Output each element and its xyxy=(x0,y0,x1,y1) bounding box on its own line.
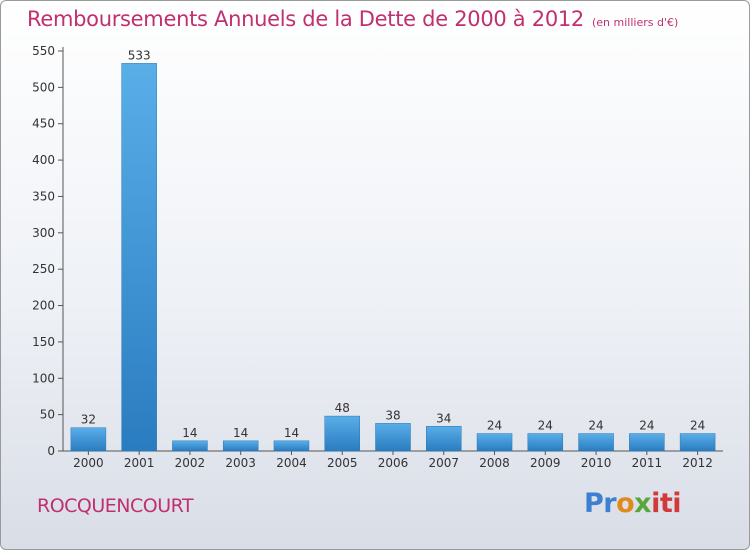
bar-2007 xyxy=(426,426,462,452)
bar-2005 xyxy=(324,415,360,452)
chart-title-text: Remboursements Annuels de la Dette de 20… xyxy=(27,7,584,31)
bar-2006 xyxy=(375,423,411,452)
commune-name: ROCQUENCOURT xyxy=(37,495,194,517)
chart-subtitle: (en milliers d'€) xyxy=(592,16,679,29)
data-label-2003: 14 xyxy=(233,426,248,440)
x-tick-label-2003: 2003 xyxy=(225,456,256,470)
data-label-2001: 533 xyxy=(128,48,151,62)
data-label-2009: 24 xyxy=(538,419,553,433)
bar-2001 xyxy=(121,63,157,452)
bar-2000 xyxy=(70,427,107,452)
data-label-2005: 48 xyxy=(335,401,350,415)
y-tick-label: 300 xyxy=(32,226,55,240)
y-tick-label: 200 xyxy=(32,299,55,313)
bar-2002 xyxy=(172,440,208,452)
y-tick-label: 450 xyxy=(32,117,55,131)
x-tick-label-2001: 2001 xyxy=(124,456,155,470)
y-tick-label: 250 xyxy=(32,262,55,276)
data-label-2010: 24 xyxy=(588,419,603,433)
bar-2009 xyxy=(527,433,564,452)
x-tick-label-2002: 2002 xyxy=(175,456,206,470)
y-tick-label: 0 xyxy=(47,444,55,458)
x-tick-label-2006: 2006 xyxy=(378,456,409,470)
x-tick-label-2004: 2004 xyxy=(276,456,307,470)
y-tick-label: 50 xyxy=(40,408,55,422)
x-tick-label-2005: 2005 xyxy=(327,456,358,470)
bar-2011 xyxy=(629,433,665,452)
bar-2010 xyxy=(578,433,614,452)
data-label-2011: 24 xyxy=(639,419,654,433)
data-label-2007: 34 xyxy=(436,411,451,425)
logo-part-1: Pr xyxy=(584,488,617,519)
x-tick-label-2009: 2009 xyxy=(530,456,561,470)
bar-2012 xyxy=(679,433,716,452)
logo-part-2: o xyxy=(616,488,635,519)
y-tick-label: 550 xyxy=(32,44,55,58)
data-label-2006: 38 xyxy=(385,408,400,422)
x-tick-label-2008: 2008 xyxy=(479,456,510,470)
y-tick-label: 500 xyxy=(32,80,55,94)
y-tick-label: 350 xyxy=(32,189,55,203)
x-tick-label-2007: 2007 xyxy=(428,456,459,470)
data-label-2002: 14 xyxy=(182,426,197,440)
logo-part-3: x xyxy=(634,488,652,519)
x-tick-label-2012: 2012 xyxy=(682,456,713,470)
data-label-2004: 14 xyxy=(284,426,299,440)
bar-2003 xyxy=(222,440,259,452)
y-tick-label: 100 xyxy=(32,371,55,385)
y-tick-label: 400 xyxy=(32,153,55,167)
y-tick-label: 150 xyxy=(32,335,55,349)
bar-2004 xyxy=(273,440,310,452)
logo-part-4: iti xyxy=(651,488,682,519)
x-tick-label-2000: 2000 xyxy=(73,456,104,470)
x-tick-label-2010: 2010 xyxy=(581,456,612,470)
data-label-2008: 24 xyxy=(487,419,502,433)
chart-title: Remboursements Annuels de la Dette de 20… xyxy=(27,7,678,31)
data-label-2000: 32 xyxy=(81,413,96,427)
proxiti-logo: Proxiti xyxy=(584,488,682,519)
data-label-2012: 24 xyxy=(690,419,705,433)
bar-2008 xyxy=(476,433,513,452)
x-tick-label-2011: 2011 xyxy=(632,456,663,470)
